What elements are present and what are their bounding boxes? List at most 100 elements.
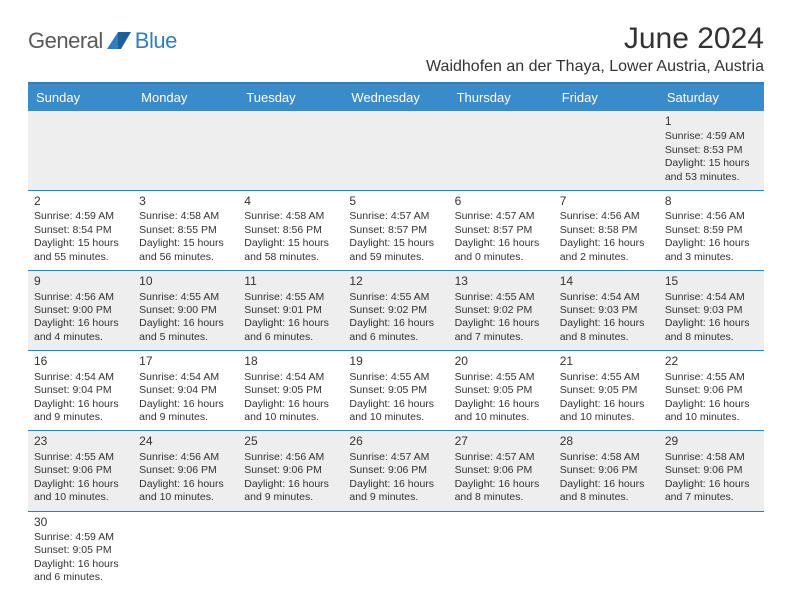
daylight-text: Daylight: 16 hours and 10 minutes. (349, 398, 442, 425)
calendar-day-cell: 2Sunrise: 4:59 AMSunset: 8:54 PMDaylight… (28, 191, 133, 271)
day-number: 8 (665, 194, 758, 209)
sunrise-text: Sunrise: 4:57 AM (455, 210, 548, 223)
day-number: 28 (560, 434, 653, 449)
sunrise-text: Sunrise: 4:58 AM (560, 451, 653, 464)
sunset-text: Sunset: 9:02 PM (455, 304, 548, 317)
sunrise-text: Sunrise: 4:55 AM (455, 371, 548, 384)
calendar-day-cell: 9Sunrise: 4:56 AMSunset: 9:00 PMDaylight… (28, 271, 133, 351)
calendar-empty-cell (449, 511, 554, 591)
sunset-text: Sunset: 9:06 PM (34, 464, 127, 477)
sunrise-text: Sunrise: 4:59 AM (34, 531, 127, 544)
sunset-text: Sunset: 9:06 PM (244, 464, 337, 477)
calendar-empty-cell (238, 511, 343, 591)
daylight-text: Daylight: 16 hours and 8 minutes. (560, 317, 653, 344)
calendar-day-cell: 28Sunrise: 4:58 AMSunset: 9:06 PMDayligh… (554, 431, 659, 511)
day-number: 13 (455, 274, 548, 289)
day-number: 3 (139, 194, 232, 209)
day-number: 7 (560, 194, 653, 209)
weekday-header: Sunday (28, 83, 133, 111)
sunrise-text: Sunrise: 4:56 AM (244, 451, 337, 464)
daylight-text: Daylight: 16 hours and 7 minutes. (665, 478, 758, 505)
weekday-header: Tuesday (238, 83, 343, 111)
calendar-day-cell: 4Sunrise: 4:58 AMSunset: 8:56 PMDaylight… (238, 191, 343, 271)
sunrise-text: Sunrise: 4:55 AM (455, 291, 548, 304)
logo-mark-icon (107, 29, 133, 54)
weekday-header: Friday (554, 83, 659, 111)
day-number: 25 (244, 434, 337, 449)
daylight-text: Daylight: 16 hours and 3 minutes. (665, 237, 758, 264)
logo: General Blue (28, 28, 177, 54)
sunrise-text: Sunrise: 4:58 AM (665, 451, 758, 464)
sunset-text: Sunset: 9:04 PM (34, 384, 127, 397)
calendar-day-cell: 21Sunrise: 4:55 AMSunset: 9:05 PMDayligh… (554, 351, 659, 431)
calendar-empty-cell (28, 111, 133, 191)
day-number: 4 (244, 194, 337, 209)
sunset-text: Sunset: 9:06 PM (455, 464, 548, 477)
daylight-text: Daylight: 15 hours and 58 minutes. (244, 237, 337, 264)
sunrise-text: Sunrise: 4:57 AM (349, 210, 442, 223)
calendar-day-cell: 7Sunrise: 4:56 AMSunset: 8:58 PMDaylight… (554, 191, 659, 271)
sunset-text: Sunset: 8:57 PM (455, 224, 548, 237)
day-number: 26 (349, 434, 442, 449)
sunrise-text: Sunrise: 4:56 AM (665, 210, 758, 223)
sunset-text: Sunset: 8:58 PM (560, 224, 653, 237)
sunrise-text: Sunrise: 4:58 AM (244, 210, 337, 223)
header: General Blue June 2024 Waidhofen an der … (28, 22, 764, 76)
daylight-text: Daylight: 16 hours and 10 minutes. (455, 398, 548, 425)
day-number: 18 (244, 354, 337, 369)
day-number: 6 (455, 194, 548, 209)
sunset-text: Sunset: 9:06 PM (665, 464, 758, 477)
sunset-text: Sunset: 9:03 PM (665, 304, 758, 317)
sunset-text: Sunset: 9:05 PM (34, 544, 127, 557)
daylight-text: Daylight: 16 hours and 10 minutes. (560, 398, 653, 425)
day-number: 19 (349, 354, 442, 369)
calendar-day-cell: 15Sunrise: 4:54 AMSunset: 9:03 PMDayligh… (659, 271, 764, 351)
calendar-day-cell: 13 Sunrise: 4:55 AMSunset: 9:02 PMDayligh… (449, 271, 554, 351)
sunrise-text: Sunrise: 4:54 AM (34, 371, 127, 384)
calendar-day-cell: 12Sunrise: 4:55 AMSunset: 9:02 PMDayligh… (343, 271, 448, 351)
calendar-week-row: 1Sunrise: 4:59 AMSunset: 8:53 PMDaylight… (28, 111, 764, 191)
weekday-header: Thursday (449, 83, 554, 111)
daylight-text: Daylight: 16 hours and 10 minutes. (244, 398, 337, 425)
daylight-text: Daylight: 16 hours and 9 minutes. (244, 478, 337, 505)
sunset-text: Sunset: 9:00 PM (139, 304, 232, 317)
weekday-header: Wednesday (343, 83, 448, 111)
calendar-day-cell: 22Sunrise: 4:55 AMSunset: 9:06 PMDayligh… (659, 351, 764, 431)
calendar-day-cell: 17Sunrise: 4:54 AMSunset: 9:04 PMDayligh… (133, 351, 238, 431)
title-block: June 2024 Waidhofen an der Thaya, Lower … (426, 22, 764, 76)
sunrise-text: Sunrise: 4:56 AM (139, 451, 232, 464)
weekday-header-row: SundayMondayTuesdayWednesdayThursdayFrid… (28, 83, 764, 111)
sunset-text: Sunset: 8:54 PM (34, 224, 127, 237)
calendar-day-cell: 8Sunrise: 4:56 AMSunset: 8:59 PMDaylight… (659, 191, 764, 271)
daylight-text: Daylight: 16 hours and 5 minutes. (139, 317, 232, 344)
sunrise-text: Sunrise: 4:55 AM (665, 371, 758, 384)
sunset-text: Sunset: 8:53 PM (665, 144, 758, 157)
sunset-text: Sunset: 9:02 PM (349, 304, 442, 317)
sunrise-text: Sunrise: 4:54 AM (665, 291, 758, 304)
daylight-text: Daylight: 16 hours and 9 minutes. (139, 398, 232, 425)
weekday-header: Monday (133, 83, 238, 111)
sunrise-text: Sunrise: 4:57 AM (349, 451, 442, 464)
calendar-day-cell: 30Sunrise: 4:59 AMSunset: 9:05 PMDayligh… (28, 511, 133, 591)
calendar-day-cell: 27Sunrise: 4:57 AMSunset: 9:06 PMDayligh… (449, 431, 554, 511)
sunrise-text: Sunrise: 4:56 AM (560, 210, 653, 223)
sunrise-text: Sunrise: 4:55 AM (349, 371, 442, 384)
sunrise-text: Sunrise: 4:55 AM (139, 291, 232, 304)
day-number: 27 (455, 434, 548, 449)
daylight-text: Daylight: 16 hours and 8 minutes. (560, 478, 653, 505)
logo-text-general: General (28, 28, 103, 54)
sunset-text: Sunset: 9:01 PM (244, 304, 337, 317)
day-number: 1 (665, 114, 758, 129)
daylight-text: Daylight: 16 hours and 8 minutes. (665, 317, 758, 344)
month-title: June 2024 (426, 22, 764, 56)
daylight-text: Daylight: 16 hours and 8 minutes. (455, 478, 548, 505)
day-number: 14 (560, 274, 653, 289)
sunrise-text: Sunrise: 4:55 AM (560, 371, 653, 384)
calendar-empty-cell (659, 511, 764, 591)
calendar-day-cell: 11Sunrise: 4:55 AMSunset: 9:01 PMDayligh… (238, 271, 343, 351)
calendar-empty-cell (343, 511, 448, 591)
daylight-text: Daylight: 16 hours and 7 minutes. (455, 317, 548, 344)
sunrise-text: Sunrise: 4:56 AM (34, 291, 127, 304)
calendar-day-cell: 1Sunrise: 4:59 AMSunset: 8:53 PMDaylight… (659, 111, 764, 191)
daylight-text: Daylight: 16 hours and 10 minutes. (34, 478, 127, 505)
